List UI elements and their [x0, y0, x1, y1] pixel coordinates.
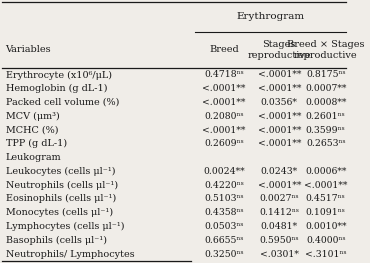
Text: Breed: Breed [209, 45, 239, 54]
Text: Neutrophils (cells μl⁻¹): Neutrophils (cells μl⁻¹) [6, 181, 118, 190]
Text: <.0001**: <.0001** [258, 84, 301, 93]
Text: 0.5103ⁿˢ: 0.5103ⁿˢ [204, 194, 244, 204]
Text: Hemoglobin (g dL-1): Hemoglobin (g dL-1) [6, 84, 107, 93]
Text: Lymphocytes (cells μl⁻¹): Lymphocytes (cells μl⁻¹) [6, 222, 124, 231]
Text: 0.2609ⁿˢ: 0.2609ⁿˢ [204, 139, 244, 148]
Text: 0.0243*: 0.0243* [261, 167, 298, 176]
Text: <.0001**: <.0001** [258, 139, 301, 148]
Text: MCHC (%): MCHC (%) [6, 125, 58, 135]
Text: <.0001**: <.0001** [258, 125, 301, 135]
Text: <.0001**: <.0001** [258, 70, 301, 79]
Text: <.0001**: <.0001** [202, 98, 246, 107]
Text: 0.4718ⁿˢ: 0.4718ⁿˢ [204, 70, 244, 79]
Text: Breed × Stages
reproductive: Breed × Stages reproductive [287, 40, 364, 60]
Text: Neutrophils/ Lymphocytes: Neutrophils/ Lymphocytes [6, 250, 134, 259]
Text: Erythrocyte (x10⁶/μL): Erythrocyte (x10⁶/μL) [6, 70, 111, 79]
Text: 0.3250ⁿˢ: 0.3250ⁿˢ [204, 250, 244, 259]
Text: 0.1412ⁿˢ: 0.1412ⁿˢ [259, 208, 299, 217]
Text: 0.0024**: 0.0024** [204, 167, 245, 176]
Text: <.3101ⁿˢ: <.3101ⁿˢ [305, 250, 347, 259]
Text: 0.4517ⁿˢ: 0.4517ⁿˢ [306, 194, 346, 204]
Text: 0.0481*: 0.0481* [261, 222, 298, 231]
Text: 0.2601ⁿˢ: 0.2601ⁿˢ [306, 112, 346, 121]
Text: Leukocytes (cells μl⁻¹): Leukocytes (cells μl⁻¹) [6, 167, 115, 176]
Text: 0.1091ⁿˢ: 0.1091ⁿˢ [306, 208, 346, 217]
Text: Stages
reproductive: Stages reproductive [248, 40, 311, 60]
Text: 0.0008**: 0.0008** [305, 98, 346, 107]
Text: Basophils (cells μl⁻¹): Basophils (cells μl⁻¹) [6, 236, 107, 245]
Text: Eosinophils (cells μl⁻¹): Eosinophils (cells μl⁻¹) [6, 194, 116, 204]
Text: Variables: Variables [6, 45, 51, 54]
Text: 0.5950ⁿˢ: 0.5950ⁿˢ [259, 236, 299, 245]
Text: 0.2653ⁿˢ: 0.2653ⁿˢ [306, 139, 346, 148]
Text: MCV (μm³): MCV (μm³) [6, 112, 59, 121]
Text: 0.0010**: 0.0010** [305, 222, 346, 231]
Text: <.0301*: <.0301* [260, 250, 299, 259]
Text: 0.4000ⁿˢ: 0.4000ⁿˢ [306, 236, 346, 245]
Text: 0.4358ⁿˢ: 0.4358ⁿˢ [204, 208, 244, 217]
Text: Packed cell volume (%): Packed cell volume (%) [6, 98, 119, 107]
Text: 0.4220ⁿˢ: 0.4220ⁿˢ [204, 181, 244, 190]
Text: Erythrogram: Erythrogram [236, 12, 305, 21]
Text: 0.0356*: 0.0356* [261, 98, 298, 107]
Text: 0.6655ⁿˢ: 0.6655ⁿˢ [204, 236, 244, 245]
Text: <.0001**: <.0001** [202, 125, 246, 135]
Text: 0.0006**: 0.0006** [305, 167, 346, 176]
Text: <.0001**: <.0001** [258, 112, 301, 121]
Text: 0.0007**: 0.0007** [305, 84, 346, 93]
Text: 0.0027ⁿˢ: 0.0027ⁿˢ [259, 194, 299, 204]
Text: <.0001**: <.0001** [304, 181, 347, 190]
Text: TPP (g dL-1): TPP (g dL-1) [6, 139, 67, 148]
Text: Monocytes (cells μl⁻¹): Monocytes (cells μl⁻¹) [6, 208, 112, 217]
Text: <.0001**: <.0001** [202, 84, 246, 93]
Text: <.0001**: <.0001** [258, 181, 301, 190]
Text: 0.8175ⁿˢ: 0.8175ⁿˢ [306, 70, 346, 79]
Text: Leukogram: Leukogram [6, 153, 61, 162]
Text: 0.3599ⁿˢ: 0.3599ⁿˢ [306, 125, 346, 135]
Text: 0.0503ⁿˢ: 0.0503ⁿˢ [204, 222, 244, 231]
Text: 0.2080ⁿˢ: 0.2080ⁿˢ [204, 112, 244, 121]
